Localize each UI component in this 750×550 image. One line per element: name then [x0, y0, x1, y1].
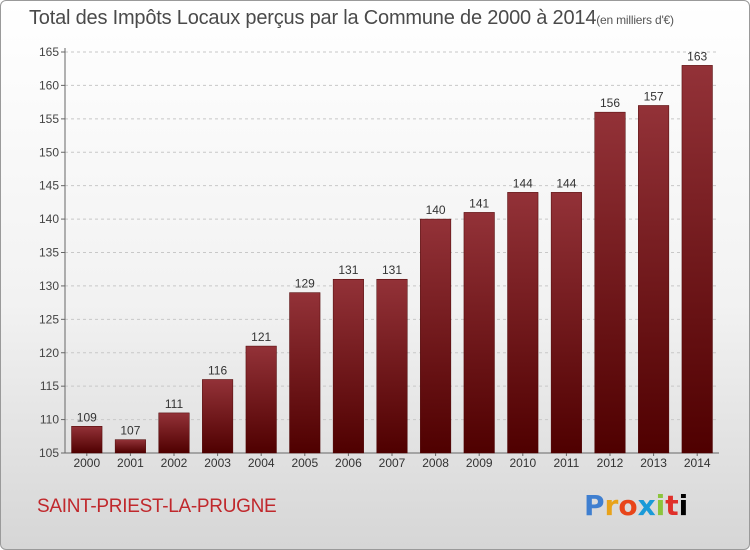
bar-value-label: 129: [295, 277, 315, 291]
bar: [463, 212, 495, 454]
bar-value-label: 144: [513, 176, 533, 190]
bar-value-label: 131: [382, 263, 402, 277]
bar-value-label: 141: [469, 196, 489, 210]
x-tick-label: 2014: [684, 456, 711, 470]
x-tick-label: 2006: [335, 456, 362, 470]
logo-letter: t: [665, 489, 679, 522]
y-tick-label: 160: [39, 78, 59, 92]
logo-letter: P: [584, 489, 605, 522]
y-tick-label: 165: [39, 45, 59, 59]
bar: [245, 345, 277, 454]
bar-value-label: 121: [251, 330, 271, 344]
y-tick-label: 125: [39, 312, 59, 326]
bar-value-label: 131: [338, 263, 358, 277]
x-tick-label: 2004: [248, 456, 275, 470]
x-tick-label: 2007: [379, 456, 406, 470]
title-unit: (en milliers d'€): [596, 13, 674, 27]
bar-value-label: 111: [165, 397, 184, 411]
x-tick-label: 2003: [204, 456, 231, 470]
bar: [681, 65, 713, 454]
x-tick-label: 2001: [117, 456, 144, 470]
x-tick-label: 2000: [73, 456, 100, 470]
bar-value-label: 109: [77, 410, 97, 424]
commune-name: SAINT-PRIEST-LA-PRUGNE: [37, 496, 277, 517]
bar-value-label: 107: [120, 424, 140, 438]
bar: [202, 379, 234, 454]
x-tick-label: 2012: [597, 456, 624, 470]
bar: [594, 111, 626, 454]
logo-letter: o: [618, 489, 638, 522]
bar-value-label: 163: [687, 49, 707, 63]
x-tick-label: 2011: [553, 456, 579, 470]
x-tick-label: 2009: [466, 456, 493, 470]
bar: [638, 105, 670, 454]
x-tick-label: 2008: [422, 456, 449, 470]
bar-value-label: 156: [600, 96, 620, 110]
x-tick-label: 2013: [640, 456, 667, 470]
y-tick-label: 145: [39, 179, 59, 193]
bar-value-label: 140: [426, 203, 446, 217]
y-tick-label: 120: [39, 346, 59, 360]
bar: [289, 292, 321, 454]
y-tick-label: 105: [39, 446, 59, 460]
y-tick-label: 150: [39, 145, 59, 159]
bar: [376, 278, 408, 454]
logo-letter: i: [655, 489, 666, 522]
bar: [114, 439, 146, 454]
bar: [158, 412, 190, 454]
y-tick-label: 155: [39, 112, 59, 126]
title-text: Total des Impôts Locaux perçus par la Co…: [29, 7, 597, 29]
y-tick-label: 130: [39, 279, 59, 293]
logo-letter: r: [604, 489, 619, 522]
bar-value-label: 116: [208, 363, 227, 377]
bar: [332, 278, 364, 454]
logo-letter: i: [678, 489, 689, 522]
y-tick-label: 110: [40, 413, 59, 427]
y-tick-label: 115: [40, 379, 59, 393]
y-tick-label: 140: [39, 212, 59, 226]
y-tick-label: 135: [39, 246, 59, 260]
bar: [71, 426, 103, 454]
bar-value-label: 157: [644, 89, 664, 103]
chart-title: Total des Impôts Locaux perçus par la Co…: [29, 7, 674, 30]
logo-letter: x: [637, 489, 656, 522]
bar: [420, 218, 452, 454]
bar: [550, 192, 582, 454]
proxiti-logo: Proxiti: [584, 489, 688, 522]
x-tick-label: 2005: [291, 456, 318, 470]
bar-value-label: 144: [556, 176, 576, 190]
x-tick-label: 2002: [161, 456, 188, 470]
bar: [507, 192, 539, 454]
x-tick-label: 2010: [509, 456, 536, 470]
